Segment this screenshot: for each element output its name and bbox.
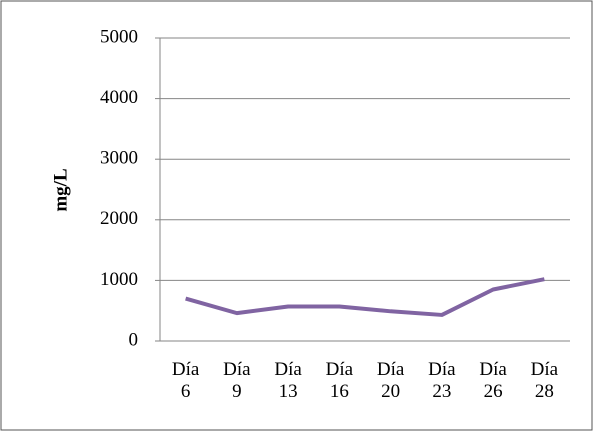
x-tick-label: Día 26 bbox=[479, 359, 507, 402]
x-tick-label-box: Día 13 bbox=[274, 359, 302, 402]
y-tick-label: 1000 bbox=[100, 269, 138, 290]
x-tick-label: Día 20 bbox=[376, 359, 405, 402]
line bbox=[185, 277, 545, 317]
y-tick-label: 2000 bbox=[100, 208, 138, 229]
x-tick-label-box: Día 23 bbox=[428, 359, 456, 402]
x-tick-label-box: Día 20 bbox=[376, 359, 405, 402]
y-axis-label: mg/L bbox=[50, 168, 71, 211]
x-tick-label-box: Día 26 bbox=[479, 359, 507, 402]
y-tick-label: 0 bbox=[129, 329, 139, 350]
x-tick-label-box: Día 9 bbox=[223, 359, 251, 402]
x-tick-label: Día 23 bbox=[428, 359, 456, 402]
x-tick-label-box: Día 16 bbox=[325, 359, 354, 402]
x-tick-label-box: Día 28 bbox=[530, 359, 559, 402]
y-tick-label: 4000 bbox=[100, 87, 138, 108]
x-tick-label: Día 13 bbox=[274, 359, 302, 402]
x-tick-label-box: Día 6 bbox=[171, 359, 200, 402]
x-tick-label: Día 6 bbox=[171, 359, 200, 402]
x-tick-label: Día 28 bbox=[530, 359, 559, 402]
x-tick-label: Día 16 bbox=[325, 359, 354, 402]
y-tick-label: 3000 bbox=[100, 148, 138, 169]
x-tick-label: Día 9 bbox=[223, 359, 251, 402]
y-tick-label: 5000 bbox=[100, 26, 138, 47]
